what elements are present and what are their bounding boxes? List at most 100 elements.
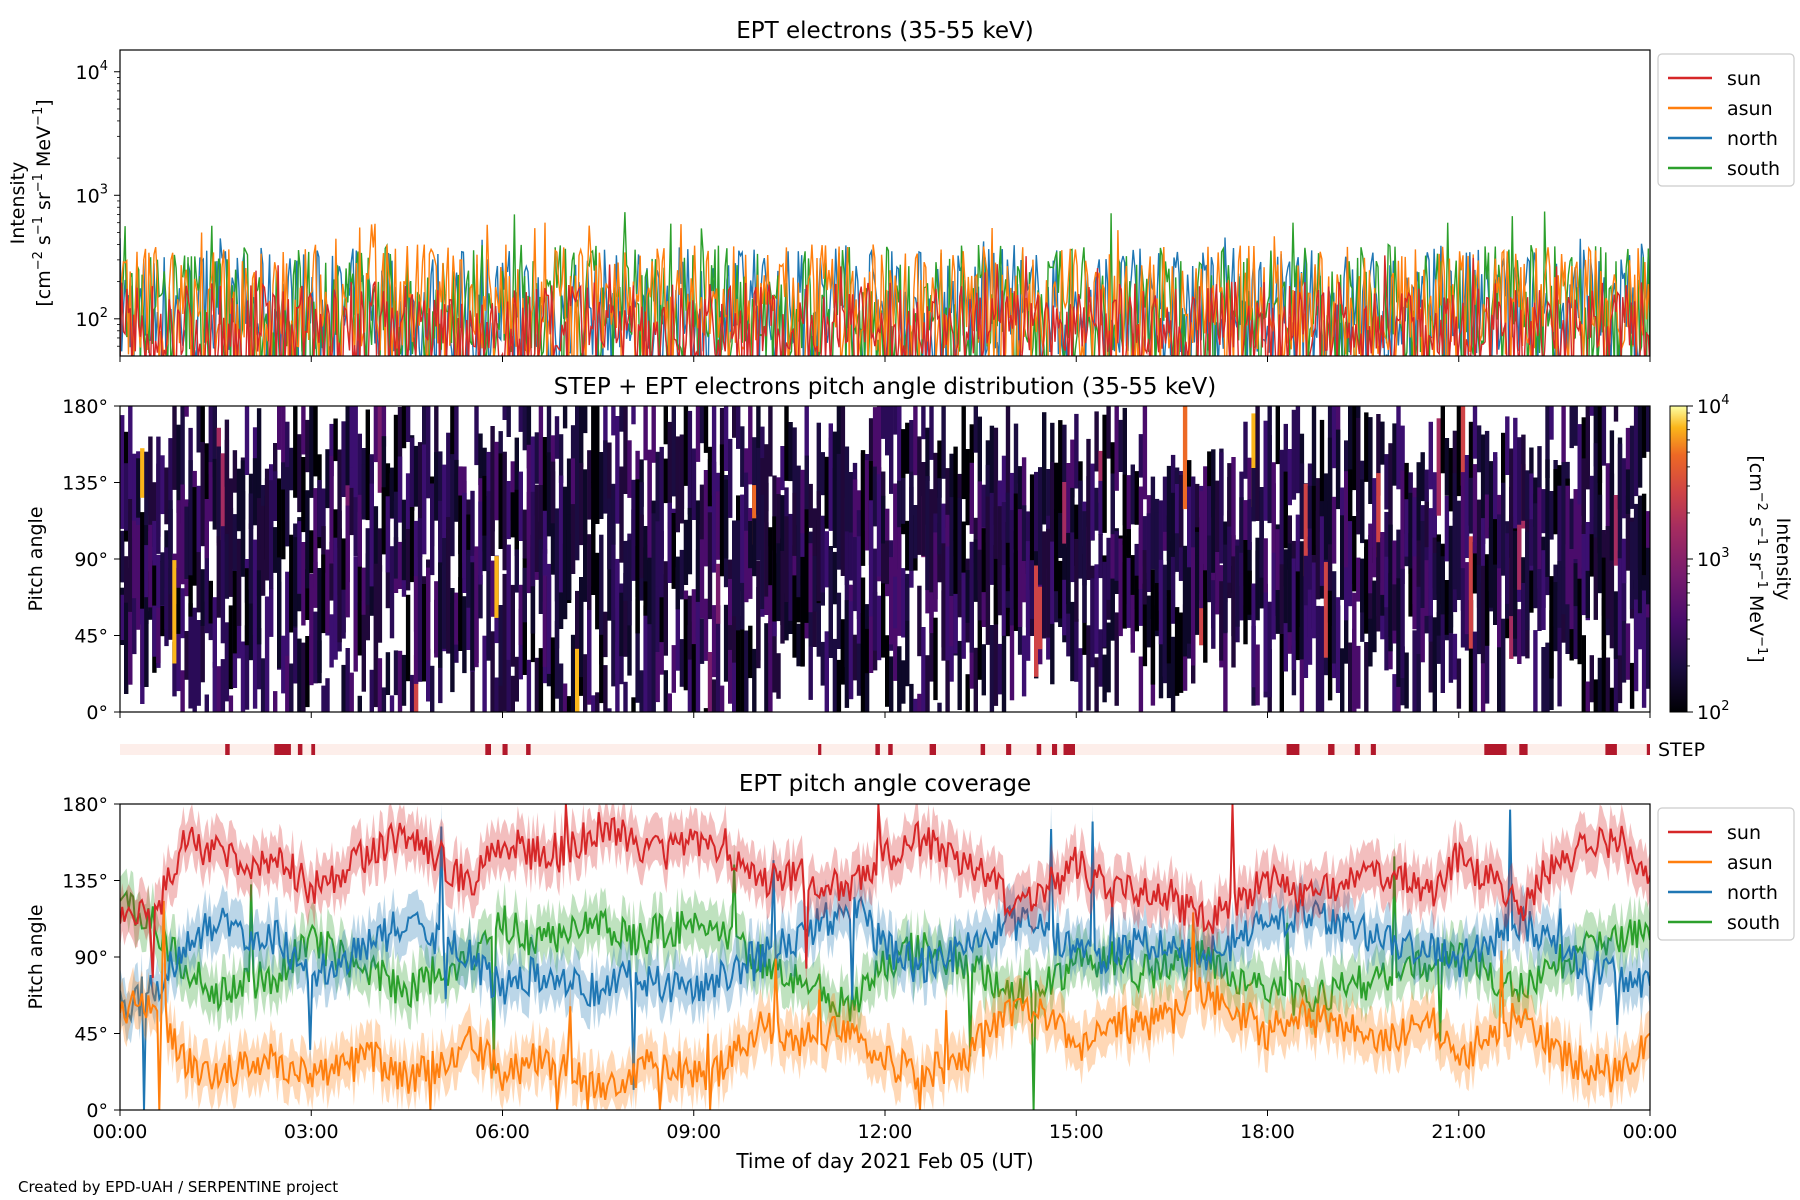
heatmap-cell [442,538,447,649]
heatmap-cell [1098,534,1103,579]
heatmap-cell [1533,477,1538,527]
heatmap-cell [136,525,141,630]
heatmap-cell [337,510,342,595]
heatmap-cell [703,470,709,567]
heatmap-cell [687,595,693,660]
heatmap-cell [184,506,189,579]
step-interval [888,744,893,755]
heatmap-cell [1243,421,1248,479]
heatmap-cell [1484,554,1490,646]
heatmap-cell [1102,561,1107,648]
legend-box [1657,807,1795,941]
y-tick-label: 45° [74,1024,108,1046]
heatmap-cell [325,678,330,712]
heatmap-cell [695,500,701,602]
heatmap-cell [1625,469,1631,514]
heatmap-cell [925,476,930,591]
heatmap-cell [1247,499,1252,550]
heatmap-cell [1380,421,1385,465]
heatmap-cell [345,648,350,712]
heatmap-cell [152,605,157,657]
heatmap-cell [341,589,346,639]
heatmap-cell [707,512,713,620]
heatmap-cell [591,695,596,712]
heatmap-cell [1134,471,1139,525]
heatmap-cell [921,627,926,712]
heatmap-cell [651,513,656,627]
heatmap-cell [341,421,346,497]
heatmap-cell [341,664,346,712]
heatmap-cell [929,600,934,682]
x-tick-label: 06:00 [475,1121,530,1143]
heatmap-cell [530,436,536,494]
heatmap-cell [438,562,443,668]
heatmap-cell [393,414,399,501]
heatmap-cell [369,669,374,712]
heatmap-cell [820,641,825,686]
heatmap-cell [309,406,314,498]
heatmap-cell [1517,524,1522,590]
heatmap-cell [502,451,507,571]
x-tick-label: 21:00 [1431,1121,1486,1143]
heatmap-cell [679,639,685,687]
heatmap-cell [1416,497,1421,592]
heatmap-cell [1517,609,1522,664]
heatmap-cell [699,524,705,619]
heatmap-cell [502,406,507,420]
heatmap-cell [1170,556,1176,624]
heatmap-cell [417,518,423,581]
heatmap-cell [740,494,745,583]
heatmap-cell [1094,564,1099,654]
heatmap-cell [1509,448,1514,557]
heatmap-cell [639,670,644,712]
heatmap-cell [631,479,636,581]
series-asun-intensity [120,222,1650,356]
heatmap-cell [1327,527,1333,623]
heatmap-cell [897,480,902,570]
heatmap-cell [562,406,568,429]
heatmap-cell [140,596,145,704]
heatmap-cell [1476,565,1482,655]
heatmap-cell [1017,509,1023,627]
heatmap-cell [248,576,254,661]
heatmap-cell [200,569,205,626]
step-strip: STEP [120,739,1705,761]
heatmap-cell [583,406,588,434]
heatmap-cell [252,603,258,709]
y-tick-label: 90° [74,947,108,969]
heatmap-cell [196,406,201,453]
heatmap-cell [1142,583,1148,667]
heatmap-cell [522,406,527,451]
heatmap-cell [1493,452,1498,562]
heatmap-cell [1094,657,1099,712]
heatmap-cell [1001,502,1007,592]
heatmap-cell [1569,549,1574,630]
heatmap-cell [502,573,507,666]
heatmap-cell [832,431,838,548]
heatmap-cell [595,692,600,712]
series-sun-line [120,804,1650,978]
heatmap-cell [893,483,898,599]
heatmap-cell [393,491,399,579]
heatmap-cell [1025,511,1031,568]
heatmap-cell [1513,417,1518,529]
heatmap-cell [1034,565,1039,677]
series-sun-band [120,804,1650,1002]
heatmap-cell [707,446,713,507]
heatmap-cell [281,635,286,694]
heatmap-cell [1090,463,1095,540]
heatmap-cell [329,455,334,564]
heatmap-cell [1581,530,1586,616]
heatmap-cell [889,656,894,712]
heatmap-cell [1307,536,1313,638]
heatmap-cell [377,565,383,643]
heatmap-cell [1029,560,1035,619]
heatmap-cell [1319,606,1325,712]
footer-credit: Created by EPD-UAH / SERPENTINE project [18,1178,338,1196]
heatmap-cell [365,528,370,605]
heatmap-cell [305,636,310,708]
heatmap-cell [1191,547,1196,666]
heatmap-cell [152,482,157,547]
heatmap-cell [687,625,693,712]
heatmap-cell [333,509,338,563]
